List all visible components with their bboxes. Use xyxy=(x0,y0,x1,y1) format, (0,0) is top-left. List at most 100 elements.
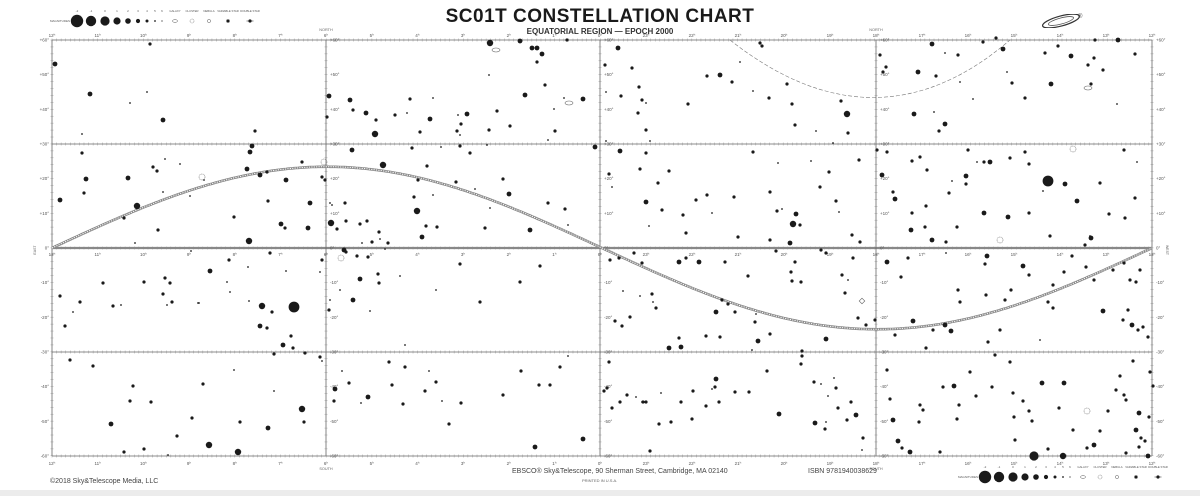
star xyxy=(548,383,552,387)
star xyxy=(142,280,146,284)
star xyxy=(1122,261,1126,265)
dec-label: +20° xyxy=(604,176,614,181)
star xyxy=(984,293,988,297)
star xyxy=(789,220,797,228)
star xyxy=(247,266,249,268)
star xyxy=(649,140,651,142)
nebula-icon xyxy=(858,297,866,305)
ra-label: 21h xyxy=(735,461,742,467)
star xyxy=(955,417,959,421)
star xyxy=(1122,148,1126,152)
star xyxy=(327,219,335,227)
star xyxy=(768,332,772,336)
star xyxy=(168,281,172,285)
dec-label: +10° xyxy=(604,211,614,216)
star xyxy=(1023,96,1027,100)
legend-magnitude-dot xyxy=(1043,474,1049,480)
star xyxy=(861,436,865,440)
star xyxy=(162,191,164,193)
star xyxy=(347,97,353,103)
star xyxy=(488,74,490,76)
galactic-boundary-line xyxy=(729,39,1011,98)
star xyxy=(80,151,84,155)
star xyxy=(956,288,960,292)
star xyxy=(1128,278,1132,282)
cluster-icon xyxy=(337,254,345,262)
legend-magnitudes-label: MAGNITUDES xyxy=(50,19,70,23)
star xyxy=(798,223,802,227)
star xyxy=(423,389,427,393)
star xyxy=(1116,103,1118,105)
star xyxy=(1021,399,1025,403)
galaxy-icon xyxy=(491,47,501,53)
star xyxy=(864,323,868,327)
star xyxy=(1010,81,1014,85)
ra-label: 16h xyxy=(965,461,972,467)
star xyxy=(335,227,339,231)
legend-magnitude-label: 6 xyxy=(1069,465,1071,469)
star xyxy=(676,259,682,265)
dec-label: -10° xyxy=(604,280,613,285)
ra-label: 13h xyxy=(1103,461,1110,467)
star xyxy=(377,230,381,234)
dec-label: -10° xyxy=(880,280,889,285)
legend-magnitude-dot xyxy=(135,18,141,24)
star xyxy=(302,420,306,424)
ra-label: 19h xyxy=(827,252,834,258)
star xyxy=(825,421,827,423)
star xyxy=(358,222,362,226)
star xyxy=(768,238,772,242)
star xyxy=(678,344,684,350)
star xyxy=(320,258,324,262)
star xyxy=(190,416,194,420)
star xyxy=(793,123,797,127)
star xyxy=(994,36,998,40)
ra-label: 18h xyxy=(873,33,880,39)
legend-symbol-label: VARIABLE STAR xyxy=(217,9,239,13)
star xyxy=(843,110,851,118)
star xyxy=(410,146,414,150)
ra-label: 0h xyxy=(598,252,603,258)
star xyxy=(474,188,476,190)
legend-magnitude-label: 5 xyxy=(1062,465,1064,469)
north-label: NORTH xyxy=(869,28,883,32)
star xyxy=(567,224,569,226)
star xyxy=(972,98,974,100)
star xyxy=(483,226,487,230)
legend-magnitude-dot xyxy=(1062,476,1064,478)
star xyxy=(365,394,371,400)
star xyxy=(247,149,253,155)
star xyxy=(412,195,416,199)
star xyxy=(951,180,953,182)
star xyxy=(249,143,255,149)
star xyxy=(1083,243,1087,247)
legend-magnitude-label: 2 xyxy=(1035,465,1037,469)
ra-label: 0h xyxy=(598,461,603,467)
star xyxy=(321,360,323,362)
star xyxy=(910,211,914,215)
star xyxy=(326,93,332,99)
star xyxy=(1147,415,1151,419)
star xyxy=(1023,150,1027,154)
star xyxy=(846,131,850,135)
star xyxy=(459,134,461,136)
star xyxy=(1107,212,1111,216)
star xyxy=(908,227,914,233)
galaxy-icon xyxy=(1083,85,1093,91)
page-edge xyxy=(0,490,1200,496)
star xyxy=(379,238,381,240)
star xyxy=(964,182,968,186)
star xyxy=(861,449,863,451)
ra-label: 22h xyxy=(689,252,696,258)
ra-label: 10h xyxy=(140,252,147,258)
star xyxy=(947,191,951,195)
dec-label: -30° xyxy=(41,350,50,355)
dec-label: +50° xyxy=(880,72,890,77)
south-label: SOUTH xyxy=(869,467,883,471)
star xyxy=(934,74,938,78)
star xyxy=(1085,446,1089,450)
star xyxy=(956,53,960,57)
star xyxy=(233,369,235,371)
star xyxy=(341,370,343,372)
star xyxy=(1000,46,1006,52)
